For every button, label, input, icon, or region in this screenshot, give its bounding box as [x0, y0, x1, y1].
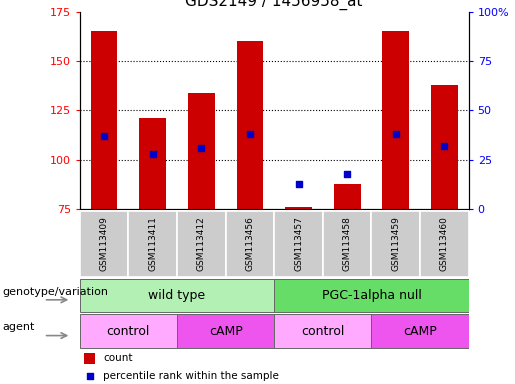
Text: GSM113458: GSM113458 [342, 217, 352, 271]
Text: GSM113411: GSM113411 [148, 217, 157, 271]
Bar [188, 93, 215, 209]
FancyBboxPatch shape [177, 211, 226, 277]
Bar [382, 31, 409, 209]
Bar [285, 207, 312, 209]
FancyBboxPatch shape [274, 314, 371, 348]
FancyBboxPatch shape [128, 211, 177, 277]
Bar [84, 353, 95, 364]
Point [197, 145, 205, 151]
FancyBboxPatch shape [323, 211, 371, 277]
Point [440, 143, 449, 149]
Text: percentile rank within the sample: percentile rank within the sample [103, 371, 279, 381]
Text: cAMP: cAMP [209, 325, 243, 338]
Title: GDS2149 / 1456958_at: GDS2149 / 1456958_at [185, 0, 363, 10]
Point [100, 133, 108, 139]
Bar [334, 184, 360, 209]
Text: GSM113412: GSM113412 [197, 217, 206, 271]
FancyBboxPatch shape [80, 211, 128, 277]
Point [149, 151, 157, 157]
Text: wild type: wild type [148, 289, 205, 302]
Text: control: control [107, 325, 150, 338]
FancyBboxPatch shape [226, 211, 274, 277]
Bar [236, 41, 263, 209]
FancyBboxPatch shape [420, 211, 469, 277]
Text: GSM113409: GSM113409 [99, 217, 109, 271]
Text: genotype/variation: genotype/variation [3, 287, 109, 297]
FancyBboxPatch shape [274, 280, 469, 312]
Text: GSM113460: GSM113460 [440, 217, 449, 271]
Text: GSM113456: GSM113456 [246, 217, 254, 271]
FancyBboxPatch shape [80, 314, 177, 348]
Text: PGC-1alpha null: PGC-1alpha null [321, 289, 421, 302]
FancyBboxPatch shape [80, 280, 274, 312]
Bar [140, 118, 166, 209]
Point [246, 131, 254, 137]
FancyBboxPatch shape [371, 211, 420, 277]
Point [391, 131, 400, 137]
Text: GSM113457: GSM113457 [294, 217, 303, 271]
Text: control: control [301, 325, 345, 338]
Point [85, 373, 94, 379]
Text: count: count [103, 353, 133, 363]
FancyBboxPatch shape [177, 314, 274, 348]
Text: cAMP: cAMP [403, 325, 437, 338]
Bar [91, 31, 117, 209]
Bar [431, 85, 458, 209]
FancyBboxPatch shape [274, 211, 323, 277]
Text: GSM113459: GSM113459 [391, 217, 400, 271]
Text: agent: agent [3, 322, 35, 333]
FancyBboxPatch shape [371, 314, 469, 348]
Point [343, 170, 351, 177]
Point [295, 180, 303, 187]
